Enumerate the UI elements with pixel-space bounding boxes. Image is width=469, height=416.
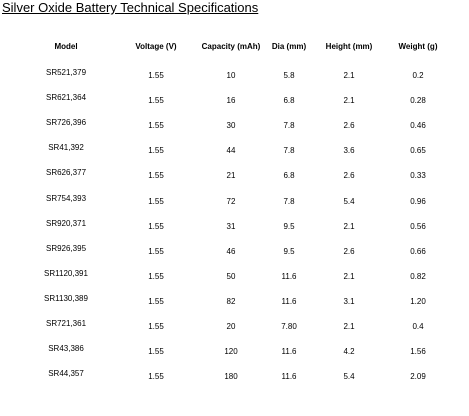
value-cell: 1.55 [148,196,164,206]
value-cell: 31 [226,221,236,231]
value-cell: 3.6 [343,146,355,156]
model-cell: SR521,379 [45,68,87,77]
model-cell: SR721,361 [45,319,87,328]
value-cell: 0.28 [410,96,426,106]
value-cell: 0.65 [410,146,426,156]
model-cell: SR926,395 [45,243,87,253]
column-header: Model [54,42,78,51]
value-cell: 0.96 [410,196,426,206]
value-cell: 2.6 [343,121,355,131]
value-cell: 30 [226,121,236,131]
value-cell: 180 [224,372,238,382]
value-cell: 1.20 [410,296,426,306]
value-cell: 11.6 [281,271,297,281]
value-cell: 7.8 [283,121,295,131]
value-cell: 2.1 [343,221,355,231]
value-cell: 20 [226,322,236,331]
value-cell: 0.66 [410,246,426,256]
value-cell: 46 [226,246,236,256]
value-cell: 1.55 [148,146,164,156]
value-cell: 11.6 [281,372,297,382]
value-cell: 1.55 [148,296,164,306]
value-cell: 50 [226,271,236,281]
value-cell: 4.2 [343,347,355,357]
column-header: Voltage (V) [135,42,177,51]
value-cell: 9.5 [283,221,295,231]
value-cell: 2.6 [343,246,355,256]
value-cell: 0.46 [410,121,426,131]
value-cell: 0.2 [412,71,424,80]
value-cell: 120 [224,347,238,357]
value-cell: 0.4 [412,322,424,331]
value-cell: 6.8 [283,171,295,181]
value-cell: 0.56 [410,221,426,231]
value-cell: 10 [226,71,236,80]
model-cell: SR726,396 [45,118,87,128]
value-cell: 3.1 [343,296,355,306]
value-cell: 11.6 [281,296,297,306]
value-cell: 1.55 [148,71,164,80]
model-cell: SR41,392 [48,143,84,153]
value-cell: 7.80 [281,322,297,331]
title: Silver Oxide Battery Technical Specifica… [2,0,259,15]
column-header: Capacity (mAh) [201,42,261,51]
value-cell: 5.4 [343,196,355,206]
value-cell: 82 [226,296,236,306]
column-header: Dia (mm) [271,42,307,51]
value-cell: 72 [226,196,236,206]
model-cell: SR621,364 [45,93,87,103]
model-cell: SR1120,391 [44,268,88,278]
value-cell: 1.55 [148,121,164,131]
value-cell: 1.55 [148,171,164,181]
model-cell: SR626,377 [45,168,87,178]
value-cell: 7.8 [283,196,295,206]
value-cell: 1.55 [148,271,164,281]
model-cell: SR920,371 [45,218,87,228]
value-cell: 2.09 [410,372,426,382]
value-cell: 5.4 [343,372,355,382]
value-cell: 1.55 [148,347,164,357]
value-cell: 6.8 [283,96,295,106]
value-cell: 0.33 [410,171,426,181]
value-cell: 7.8 [283,146,295,156]
value-cell: 1.56 [410,347,426,357]
value-cell: 1.55 [148,372,164,382]
value-cell: 0.82 [410,271,426,281]
value-cell: 1.55 [148,221,164,231]
value-cell: 21 [226,171,236,181]
value-cell: 1.55 [148,246,164,256]
value-cell: 2.1 [343,322,355,331]
model-cell: SR754,393 [45,193,87,203]
value-cell: 1.55 [148,96,164,106]
value-cell: 2.1 [343,271,355,281]
value-cell: 2.1 [343,96,355,106]
column-header: Weight (g) [398,42,438,51]
value-cell: 2.1 [343,71,355,80]
value-cell: 2.6 [343,171,355,181]
value-cell: 1.55 [148,322,164,331]
column-header: Height (mm) [325,42,373,51]
model-cell: SR1130,389 [44,293,88,303]
value-cell: 11.6 [281,347,297,357]
value-cell: 5.8 [283,71,295,80]
value-cell: 44 [226,146,236,156]
model-cell: SR43,386 [48,344,84,354]
value-cell: 9.5 [283,246,295,256]
model-cell: SR44,357 [48,369,84,379]
value-cell: 16 [226,96,236,106]
